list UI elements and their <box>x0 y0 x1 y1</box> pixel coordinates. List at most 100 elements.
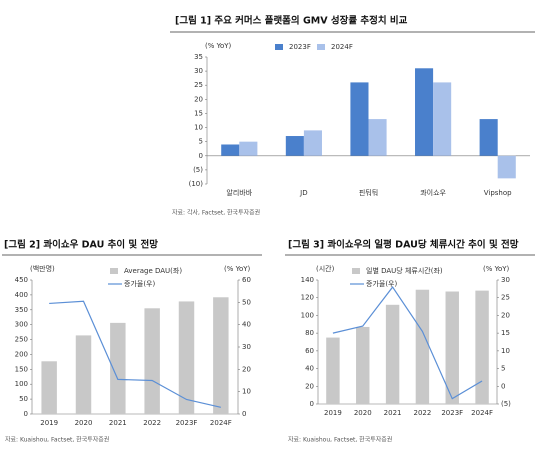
y2-tick-label: 25 <box>501 294 510 302</box>
y-tick-label: 100 <box>15 380 28 388</box>
bar <box>285 136 304 156</box>
line <box>332 286 483 400</box>
y-tick-label: 40 <box>305 365 314 373</box>
bar <box>239 141 258 156</box>
x-tick-label: 2024F <box>210 419 232 427</box>
y-tick-label: 80 <box>305 329 314 337</box>
x-tick-label: 알리바바 <box>226 188 252 197</box>
y2-tick-label: 40 <box>242 321 251 329</box>
y-axis-label: (백만명) <box>30 264 55 273</box>
bar <box>415 68 434 156</box>
legend-label: 일별 DAU당 체류시간(좌) <box>366 266 443 275</box>
line <box>49 300 221 408</box>
x-tick-label: 2020 <box>75 419 93 427</box>
y2-axis-label: (% YoY) <box>483 265 510 273</box>
bar <box>303 130 322 156</box>
x-tick-label: 2019 <box>40 419 58 427</box>
x-tick-label: JD <box>299 189 307 197</box>
y-tick-label: 0 <box>310 400 314 408</box>
bar <box>497 155 516 179</box>
x-tick-label: 2023F <box>441 409 463 417</box>
chart-title: [그림 2] 콰이쇼우 DAU 추이 및 전망 <box>4 239 158 251</box>
y2-tick-label: 20 <box>501 311 510 319</box>
bar <box>356 326 370 404</box>
legend-swatch <box>317 44 325 50</box>
y2-tick-label: 0 <box>242 410 246 418</box>
y-tick-label: 250 <box>15 336 28 344</box>
y2-tick-label: 30 <box>242 343 251 351</box>
bar <box>221 144 240 156</box>
x-tick-label: 2020 <box>354 409 372 417</box>
bar <box>385 304 400 404</box>
y-axis-label: (시간) <box>316 264 335 273</box>
y-tick-label: 15 <box>194 109 203 117</box>
x-tick-label: 2024F <box>471 409 493 417</box>
legend-swatch <box>352 268 360 274</box>
y-tick-label: 10 <box>194 124 203 132</box>
legend-swatch <box>275 44 283 50</box>
y2-tick-label: 15 <box>501 329 510 337</box>
x-tick-label: 핀둬둬 <box>359 188 378 197</box>
y-tick-label: 25 <box>194 81 203 89</box>
bar <box>415 289 430 404</box>
y-tick-label: 350 <box>15 306 28 314</box>
y-tick-label: 5 <box>199 138 203 146</box>
y-tick-label: 60 <box>305 347 314 355</box>
y-tick-label: 450 <box>15 276 28 284</box>
bar <box>178 301 195 414</box>
bar <box>445 291 459 404</box>
bar <box>213 297 229 414</box>
source: 자료: Kuaishou, Factset, 한국투자증권 <box>5 436 109 444</box>
y-tick-label: 150 <box>15 365 28 373</box>
bar <box>110 322 126 414</box>
y-tick-label: (5) <box>193 166 203 174</box>
y-tick-label: 20 <box>194 95 203 103</box>
y2-tick-label: 5 <box>501 365 505 373</box>
y2-tick-label: 10 <box>242 388 251 396</box>
bar <box>326 337 340 404</box>
x-tick-label: 콰이쇼우 <box>420 188 446 197</box>
chart-title: [그림 1] 주요 커머스 플랫폼의 GMV 성장률 추정치 비교 <box>175 15 408 27</box>
x-tick-label: 2023F <box>176 419 198 427</box>
bar <box>433 82 452 156</box>
x-tick-label: 2022 <box>143 419 161 427</box>
y-tick-label: (10) <box>189 180 204 188</box>
y2-tick-label: (5) <box>501 400 511 408</box>
y2-tick-label: 20 <box>242 365 251 373</box>
bar <box>479 119 498 156</box>
y2-axis-label: (% YoY) <box>224 265 251 273</box>
y-tick-label: 50 <box>19 395 28 403</box>
legend-label: 증가율(우) <box>366 279 397 288</box>
y-tick-label: 20 <box>305 382 314 390</box>
y-tick-label: 100 <box>301 311 314 319</box>
y-tick-label: 120 <box>301 294 314 302</box>
bar <box>41 361 57 414</box>
source: 자료: 각사, Factset, 한국투자증권 <box>172 209 260 217</box>
y-tick-label: 300 <box>15 321 28 329</box>
x-tick-label: 2021 <box>109 419 127 427</box>
y-tick-label: 0 <box>199 152 203 160</box>
chart-title: [그림 3] 콰이쇼우의 일평 DAU당 체류시간 추이 및 전망 <box>288 239 519 251</box>
y-tick-label: 400 <box>15 291 28 299</box>
bar <box>75 335 92 414</box>
x-tick-label: 2019 <box>324 409 342 417</box>
y2-tick-label: 10 <box>501 347 510 355</box>
y-axis-label: (% YoY) <box>205 42 232 50</box>
legend-swatch <box>110 268 118 274</box>
y-tick-label: 0 <box>24 410 28 418</box>
y-tick-label: 35 <box>194 53 203 61</box>
legend-label: Average DAU(좌) <box>124 266 182 275</box>
y2-tick-label: 30 <box>501 276 510 284</box>
x-tick-label: 2022 <box>414 409 432 417</box>
bar <box>475 290 489 404</box>
y2-tick-label: 50 <box>242 298 251 306</box>
y2-tick-label: 60 <box>242 276 251 284</box>
x-tick-label: Vipshop <box>484 189 512 197</box>
legend-label: 증가율(우) <box>124 279 155 288</box>
bar <box>368 119 387 156</box>
legend-label: 2023F <box>289 43 311 51</box>
bar <box>144 308 160 414</box>
source: 자료: Kuaishou, Factset, 한국투자증권 <box>288 436 392 444</box>
y-tick-label: 140 <box>301 276 314 284</box>
